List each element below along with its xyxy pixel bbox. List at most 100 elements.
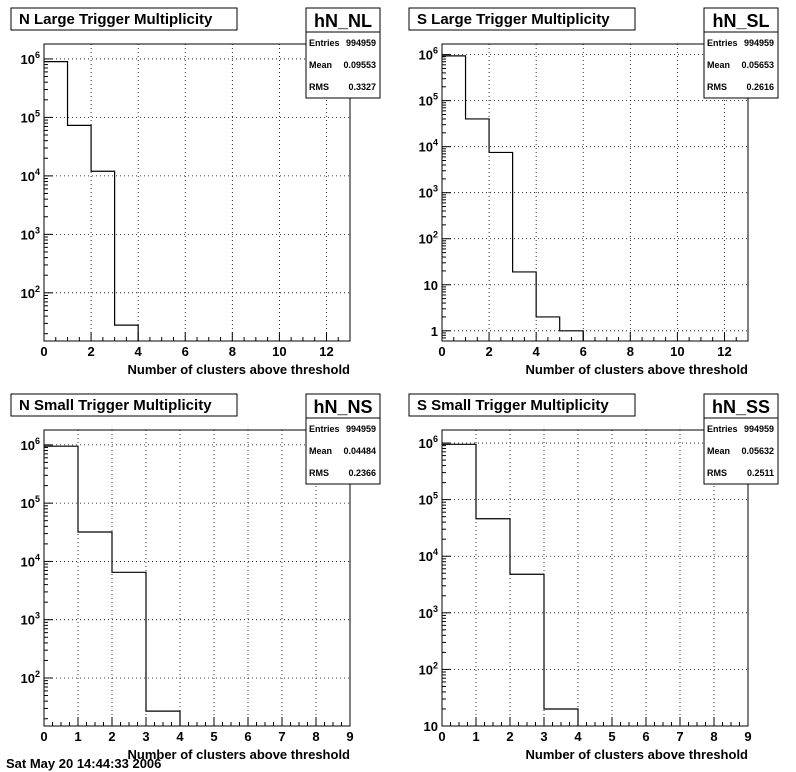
histogram-bin (44, 62, 68, 341)
hist-name: hN_SS (712, 397, 770, 417)
x-tick-label: 8 (710, 729, 717, 744)
x-axis-label: Number of clusters above threshold (526, 362, 749, 377)
stats-label: Entries (309, 424, 340, 434)
stats-label: Mean (309, 446, 332, 456)
x-tick-label: 9 (346, 729, 353, 744)
chart-title: N Large Trigger Multiplicity (19, 11, 213, 28)
x-tick-label: 0 (40, 729, 47, 744)
stats-value: 0.04484 (343, 446, 376, 456)
title-box (408, 7, 636, 31)
y-tick-label: 103 (21, 225, 40, 242)
y-tick-label: 106 (21, 50, 40, 67)
y-tick-label: 106 (419, 46, 438, 63)
x-tick-label: 2 (506, 729, 513, 744)
y-tick-label: 104 (419, 138, 438, 155)
y-tick-label: 104 (21, 552, 40, 569)
x-tick-label: 1 (74, 729, 81, 744)
x-tick-label: 0 (40, 344, 47, 359)
chart-title: S Small Trigger Multiplicity (417, 397, 609, 414)
chart-title: N Small Trigger Multiplicity (19, 397, 212, 414)
y-tick-label: 102 (21, 669, 40, 686)
title-box (408, 393, 636, 417)
histogram-bin (513, 272, 537, 341)
x-tick-label: 8 (312, 729, 319, 744)
stats-label: Mean (309, 60, 332, 70)
x-tick-label: 8 (229, 344, 236, 359)
x-tick-label: 5 (210, 729, 217, 744)
x-tick-label: 5 (608, 729, 615, 744)
x-tick-label: 3 (142, 729, 149, 744)
stats-value: 994959 (744, 38, 774, 48)
hist-name-box (305, 393, 381, 419)
plot-frame (441, 43, 749, 342)
histogram-panel-3: 0 1 2 3 4 5 6 7 8 9 102 103 104 105 106 Number of clust… (10, 393, 381, 762)
footer-timestamp: Sat May 20 14:44:33 2006 (6, 756, 162, 771)
stats-value: 0.05632 (741, 446, 774, 456)
histogram-bin (442, 444, 476, 726)
stats-value: 994959 (346, 38, 376, 48)
stats-label: Entries (707, 424, 738, 434)
x-tick-label: 3 (540, 729, 547, 744)
y-tick-label: 105 (21, 108, 40, 125)
x-tick-label: 6 (642, 729, 649, 744)
x-tick-label: 12 (319, 344, 333, 359)
hist-name-box (703, 393, 779, 419)
histogram-series (442, 55, 584, 341)
stats-label: Entries (309, 38, 340, 48)
x-axis-label: Number of clusters above threshold (128, 747, 351, 762)
x-tick-label: 4 (574, 729, 582, 744)
y-tick-label: 105 (419, 491, 438, 508)
y-tick-label: 102 (21, 284, 40, 301)
histogram-panel-1: 0 2 4 6 8 10 12 102 103 104 105 106 Number of cluste… (10, 7, 381, 377)
histogram-bin (476, 519, 510, 726)
x-tick-label: 0 (438, 729, 445, 744)
chart-title: S Large Trigger Multiplicity (417, 11, 610, 28)
histogram-series (44, 445, 181, 726)
histogram-bin (112, 572, 146, 726)
stats-value: 0.2616 (746, 82, 774, 92)
x-tick-label: 6 (244, 729, 251, 744)
histogram-bin (44, 446, 78, 726)
histogram-panel-2: 0 2 4 6 8 10 12 1 10 102 103 104 105 106 Number of clu… (408, 7, 779, 377)
y-tick-label: 1 (431, 324, 438, 339)
y-tick-label: 10 (424, 719, 438, 734)
stats-label: Mean (707, 446, 730, 456)
stats-value: 0.3327 (348, 82, 376, 92)
x-tick-label: 9 (744, 729, 751, 744)
stats-value: 0.09553 (343, 60, 376, 70)
x-tick-label: 10 (272, 344, 286, 359)
histogram-bin (78, 532, 112, 726)
histogram-bin (510, 574, 544, 726)
hist-name-box (305, 7, 381, 33)
hist-name-box (703, 7, 779, 33)
y-tick-label: 104 (419, 547, 438, 564)
stats-value: 994959 (346, 424, 376, 434)
stats-value: 0.2366 (348, 468, 376, 478)
histogram-bin (91, 171, 115, 341)
histogram-series (442, 443, 579, 726)
x-tick-label: 8 (627, 344, 634, 359)
y-tick-label: 103 (21, 611, 40, 628)
x-tick-label: 7 (676, 729, 683, 744)
stats-value: 0.2511 (747, 468, 774, 478)
plot-frame (441, 429, 749, 727)
x-tick-label: 6 (580, 344, 587, 359)
x-tick-label: 7 (278, 729, 285, 744)
stats-box (305, 31, 381, 99)
x-tick-label: 12 (717, 344, 731, 359)
hist-name: hN_NS (313, 397, 372, 417)
plot-frame (43, 43, 351, 342)
y-tick-label: 105 (419, 92, 438, 109)
x-axis-label: Number of clusters above threshold (128, 362, 351, 377)
y-tick-label: 104 (21, 167, 40, 184)
x-tick-label: 4 (135, 344, 143, 359)
x-tick-label: 2 (108, 729, 115, 744)
hist-name: hN_NL (314, 11, 372, 31)
histogram-series (44, 61, 139, 341)
stats-box (703, 31, 779, 99)
stats-label: RMS (309, 82, 329, 92)
title-box (10, 393, 238, 417)
y-tick-label: 105 (21, 494, 40, 511)
stats-box (305, 417, 381, 485)
stats-box (703, 417, 779, 485)
